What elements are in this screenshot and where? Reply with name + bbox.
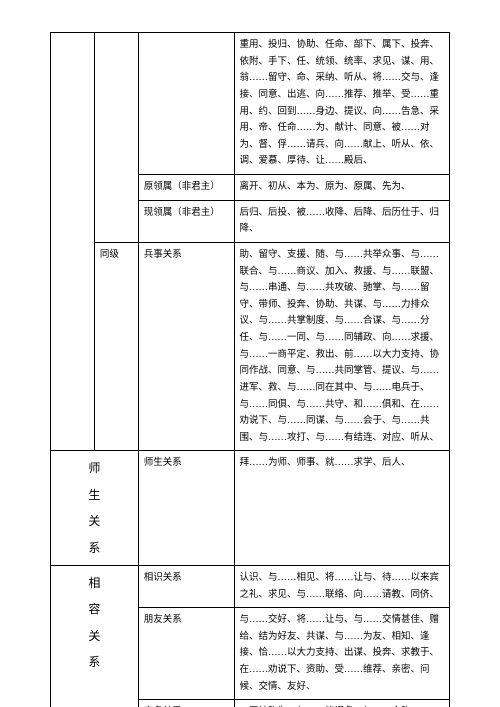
cell-header-compatible: 相容关系 <box>51 565 139 707</box>
cell-label-equal-fame: 齐名关系 <box>138 700 234 707</box>
table-row: 师生关系 师生关系 拜……为师、师事、就……求学、后人、 <box>51 451 450 566</box>
relation-table: 重用、投归、协助、任命、部下、属下、投奔、依附、手下、任、统领、统率、求见、谋、… <box>50 32 450 707</box>
cell-content: 拜……为师、师事、就……求学、后人、 <box>234 451 450 566</box>
cell-label-teacher-student: 师生关系 <box>138 451 234 566</box>
cell-label-military: 兵事关系 <box>138 242 234 451</box>
table-row: 相容关系 相识关系 认识、与……相见、将……让与、待……以来宾之礼、求见、与……… <box>51 565 450 607</box>
cell-label-peer: 同级 <box>94 242 138 451</box>
cell-label-friend: 朋友关系 <box>138 608 234 700</box>
cell-content: 一同被称为、与……皆闻名、与……合称、与……同称并名、与……并号称某、与……相媲… <box>234 700 450 707</box>
cell-content: 重用、投归、协助、任命、部下、属下、投奔、依附、手下、任、统领、统率、求见、谋、… <box>234 33 450 175</box>
cell-content: 后归、后投、被……收降、后降、后历仕于、归降、 <box>234 200 450 242</box>
cell-label-acquaintance: 相识关系 <box>138 565 234 607</box>
cell-blank <box>138 33 234 175</box>
cell-content: 助、留守、支援、随、与……共举众事、与……联合、与……商议、加入、救援、与……联… <box>234 242 450 451</box>
cell-blank <box>94 33 138 243</box>
cell-label-former-lord: 原领属（非君主） <box>138 175 234 201</box>
cell-label-current-lord: 现领属（非君主） <box>138 200 234 242</box>
table-row: 重用、投归、协助、任命、部下、属下、投奔、依附、手下、任、统领、统率、求见、谋、… <box>51 33 450 175</box>
cell-content: 离开、初从、本为、原为、原属、先为、 <box>234 175 450 201</box>
cell-content: 认识、与……相见、将……让与、待……以来宾之礼、求见、与……联络、向……请教、同… <box>234 565 450 607</box>
cell-content: 与……交好、将……让与、与……交情甚佳、赠给、结为好友、共谋、与……为友、相知、… <box>234 608 450 700</box>
cell-header-teacher-student: 师生关系 <box>51 451 139 566</box>
table-row: 同级 兵事关系 助、留守、支援、随、与……共举众事、与……联合、与……商议、加入… <box>51 242 450 451</box>
cell-blank <box>51 33 95 451</box>
